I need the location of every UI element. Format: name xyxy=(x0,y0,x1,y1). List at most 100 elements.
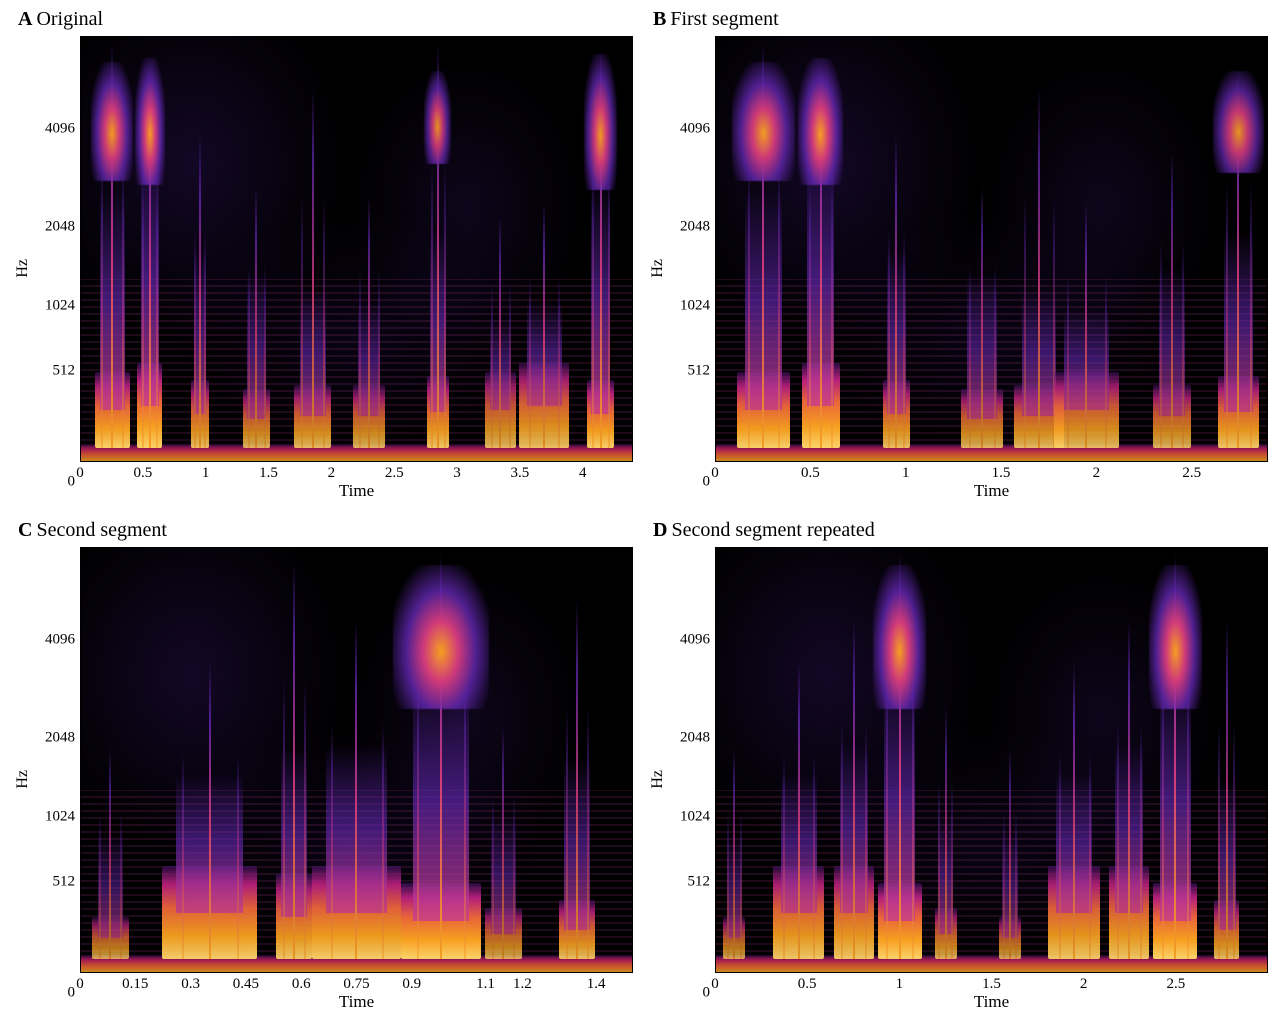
plot-column: 00.511.522.5Time xyxy=(715,36,1268,501)
event-spike xyxy=(1128,620,1130,959)
x-axis: 00.511.522.5 xyxy=(715,462,1268,480)
event-spike xyxy=(142,181,144,448)
event-spike xyxy=(1233,722,1235,959)
panel-letter: C xyxy=(18,519,32,541)
x-tick: 1.5 xyxy=(259,465,278,482)
event-spike xyxy=(323,196,325,448)
plot-area: Hz051210242048409600.511.522.5Time xyxy=(647,36,1268,501)
y-tick: 512 xyxy=(688,363,711,378)
event-spike xyxy=(304,680,306,959)
y-tick: 4096 xyxy=(680,633,710,648)
x-tick: 2.5 xyxy=(1182,465,1201,482)
spectral-event xyxy=(485,548,522,972)
event-high-flare xyxy=(584,54,617,190)
spectral-event xyxy=(1153,548,1197,972)
x-tick: 0.5 xyxy=(798,976,817,993)
spectral-event xyxy=(834,548,874,972)
event-high-flare xyxy=(135,58,165,185)
event-spike xyxy=(592,169,594,448)
event-spike xyxy=(359,270,361,448)
event-high-flare xyxy=(424,71,451,164)
x-tick: 0.75 xyxy=(343,976,369,993)
spectral-event xyxy=(737,37,790,461)
event-spike xyxy=(417,674,419,959)
event-high-flare xyxy=(798,58,844,185)
x-tick: 2 xyxy=(328,465,336,482)
spectral-event xyxy=(878,548,922,972)
panel-title-text: Original xyxy=(36,8,103,30)
event-spike xyxy=(945,705,947,959)
event-high-flare xyxy=(732,62,796,181)
y-tick: 0 xyxy=(703,475,711,490)
spectral-event xyxy=(1214,548,1240,972)
event-spike xyxy=(1038,88,1040,448)
event-spike xyxy=(293,561,295,960)
y-tick: 4096 xyxy=(45,122,75,137)
x-tick: 1.1 xyxy=(476,976,495,993)
spectral-event xyxy=(1153,37,1191,461)
panel-title: BFirst segment xyxy=(647,8,1268,31)
x-tick: 1.5 xyxy=(982,976,1001,993)
spectral-event xyxy=(1218,37,1260,461)
event-spike xyxy=(543,202,545,448)
panel-title-text: First segment xyxy=(670,8,778,30)
x-axis-label: Time xyxy=(715,992,1268,1012)
event-high-flare xyxy=(91,62,133,181)
event-spike xyxy=(865,722,867,959)
event-spike xyxy=(1085,202,1087,448)
y-tick: 512 xyxy=(53,874,76,889)
panel-letter: A xyxy=(18,8,32,30)
spectral-event xyxy=(137,37,162,461)
spectral-event xyxy=(312,548,400,972)
x-tick: 0.6 xyxy=(292,976,311,993)
spectral-event xyxy=(1054,37,1119,461)
event-spike xyxy=(1024,196,1026,448)
x-axis-label: Time xyxy=(80,481,633,501)
panel-c: CSecond segmentHz051210242048409600.150.… xyxy=(12,519,633,1012)
y-axis-label: Hz xyxy=(647,770,669,789)
y-axis: 0512102420484096 xyxy=(34,36,80,501)
event-spike xyxy=(969,264,971,448)
plot-column: 00.511.522.533.54Time xyxy=(80,36,633,501)
panel-a: AOriginalHz051210242048409600.511.522.53… xyxy=(12,8,633,501)
event-spike xyxy=(1140,722,1142,959)
panel-b: BFirst segmentHz051210242048409600.511.5… xyxy=(647,8,1268,501)
event-spike xyxy=(301,196,303,448)
event-spike xyxy=(895,135,897,449)
plot-area: Hz051210242048409600.511.522.5Time xyxy=(647,547,1268,1012)
event-spike xyxy=(1089,752,1091,960)
figure-grid: AOriginalHz051210242048409600.511.522.53… xyxy=(12,8,1268,1012)
x-tick: 1 xyxy=(902,465,910,482)
x-tick: 0.9 xyxy=(402,976,421,993)
event-spike xyxy=(255,185,257,448)
x-tick: 1 xyxy=(896,976,904,993)
x-axis: 00.150.30.450.60.750.91.11.21.4 xyxy=(80,973,633,991)
x-tick: 1 xyxy=(202,465,210,482)
plot-column: 00.511.522.5Time xyxy=(715,547,1268,1012)
spectral-event xyxy=(1109,548,1149,972)
event-spike xyxy=(903,229,905,449)
event-spike xyxy=(209,662,211,959)
event-high-flare xyxy=(393,565,490,709)
x-tick: 3 xyxy=(453,465,461,482)
event-high-flare xyxy=(1149,565,1202,709)
x-tick: 0.15 xyxy=(122,976,148,993)
event-spike xyxy=(237,752,239,960)
x-tick: 1.2 xyxy=(513,976,532,993)
event-spike xyxy=(199,135,201,449)
event-spike xyxy=(841,722,843,959)
y-tick: 4096 xyxy=(680,122,710,137)
panel-title-text: Second segment repeated xyxy=(671,519,874,541)
spectral-event xyxy=(485,37,515,461)
spectral-event xyxy=(353,37,386,461)
x-tick: 2.5 xyxy=(1166,976,1185,993)
event-spike xyxy=(312,88,314,448)
event-spike xyxy=(120,811,122,959)
spectral-event xyxy=(243,37,271,461)
event-spike xyxy=(1067,276,1069,448)
event-spike xyxy=(888,229,890,449)
x-tick: 1.5 xyxy=(992,465,1011,482)
y-tick: 0 xyxy=(68,475,76,490)
y-tick: 1024 xyxy=(45,809,75,824)
spectral-event xyxy=(883,37,910,461)
